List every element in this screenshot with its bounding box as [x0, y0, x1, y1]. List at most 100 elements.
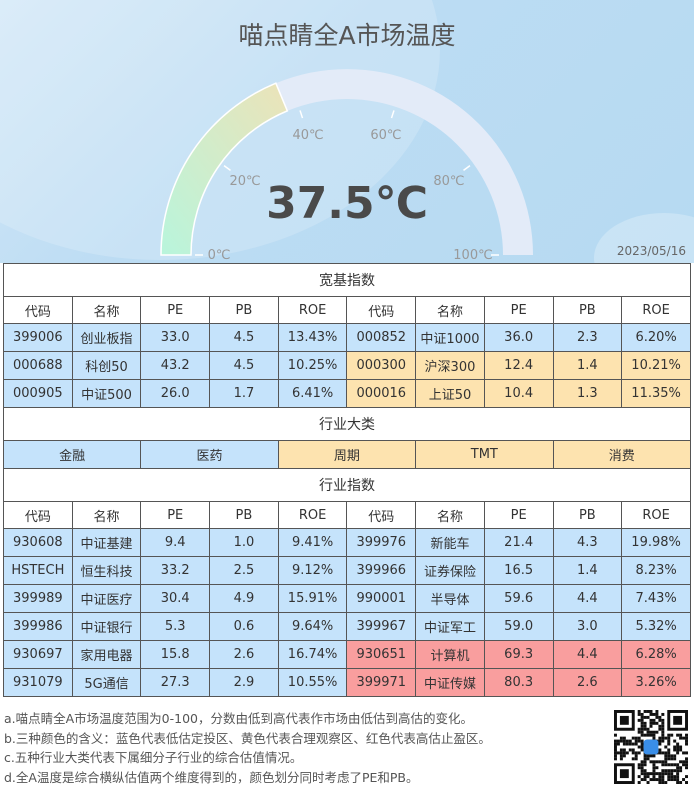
cell: 399989 — [3, 584, 73, 613]
table-row: 000905 中证500 26.0 1.7 6.41% 000016 上证50 10.4 1.3… — [3, 379, 691, 408]
column-header: 代码 — [346, 501, 417, 529]
table-row: 930697 家用电器 15.8 2.6 16.74% 930651 计算机 69.3 4.4 6… — [3, 640, 691, 669]
note-c: c.五种行业大类代表下属细分子行业的综合估值情况。 — [4, 750, 303, 765]
cell: 399986 — [3, 612, 73, 641]
cell: 1.4 — [552, 556, 623, 585]
sector-cell: 周期 — [277, 440, 417, 469]
cell: 4.5 — [209, 351, 279, 380]
cell: 证券保险 — [415, 556, 485, 585]
cell: 930697 — [3, 640, 73, 669]
cell: 5.3 — [140, 612, 211, 641]
cell: 10.55% — [277, 668, 348, 697]
cell: 1.0 — [209, 528, 279, 557]
cell: 创业板指 — [71, 323, 142, 352]
cell: 恒生科技 — [71, 556, 142, 585]
temperature-header: 0℃ 20℃ 40℃ 60℃ 80℃ 100℃ 喵点睛全A市场温度 37.5℃ 2023/… — [0, 0, 694, 263]
column-header: 代码 — [3, 296, 73, 324]
column-header: ROE — [621, 501, 691, 529]
sector-cell: 消费 — [552, 440, 691, 469]
column-header: 代码 — [3, 501, 73, 529]
gauge-tick — [390, 110, 395, 119]
cell: 931079 — [3, 668, 73, 697]
cell: 0.6 — [209, 612, 279, 641]
gauge-tick-label: 100℃ — [453, 248, 492, 263]
cell: 6.41% — [277, 379, 348, 408]
gauge-tick-label: 80℃ — [433, 174, 464, 189]
cell: 19.98% — [621, 528, 691, 557]
table-row: 930608 中证基建 9.4 1.0 9.41% 399976 新能车 21.4 4.3 19.… — [3, 528, 691, 557]
industry-index-title: 行业指数 — [3, 468, 691, 502]
cell: 16.74% — [277, 640, 348, 669]
cell: 6.20% — [621, 323, 691, 352]
cell: 10.25% — [277, 351, 348, 380]
section-title-row: 宽基指数 — [3, 263, 691, 297]
cell: 399976 — [346, 528, 417, 557]
cell: 36.0 — [483, 323, 554, 352]
column-header: PB — [552, 501, 623, 529]
cell: 5G通信 — [71, 668, 142, 697]
cell: 2.6 — [552, 668, 623, 697]
cell: 11.35% — [621, 379, 691, 408]
table-row: 399986 中证银行 5.3 0.6 9.64% 399967 中证军工 59.0 3.0 5.… — [3, 612, 691, 641]
column-header: PE — [140, 296, 211, 324]
sector-title: 行业大类 — [3, 407, 691, 441]
cell: 沪深300 — [415, 351, 485, 380]
cell: 5.32% — [621, 612, 691, 641]
gauge-tick — [299, 110, 304, 119]
cell: 80.3 — [483, 668, 554, 697]
column-header: PB — [209, 501, 279, 529]
temperature-gauge: 0℃ 20℃ 40℃ 60℃ 80℃ 100℃ — [160, 69, 533, 263]
cell: 12.4 — [483, 351, 554, 380]
cell: 9.64% — [277, 612, 348, 641]
column-header: PE — [140, 501, 211, 529]
cell: 3.0 — [552, 612, 623, 641]
sector-cell: 医药 — [140, 440, 279, 469]
table-row: 399006 创业板指 33.0 4.5 13.43% 000852 中证1000 36.0 2… — [3, 323, 691, 352]
cell: 33.0 — [140, 323, 211, 352]
cell: 000852 — [346, 323, 417, 352]
cell: 27.3 — [140, 668, 211, 697]
column-header: 名称 — [71, 501, 142, 529]
cell: 10.4 — [483, 379, 554, 408]
cell: 000905 — [3, 379, 73, 408]
sector-row: 金融 医药 周期 TMT 消费 — [2, 440, 691, 469]
cell: 9.41% — [277, 528, 348, 557]
cell: 中证军工 — [415, 612, 485, 641]
sector-cell: 金融 — [2, 440, 142, 469]
cell: HSTECH — [3, 556, 73, 585]
note-b: b.三种颜色的含义：蓝色代表低估定投区、黄色代表合理观察区、红色代表高估止盈区。 — [4, 730, 491, 746]
cell: 10.21% — [621, 351, 691, 380]
notes: a.喵点睛全A市场温度范围为0-100，分数由低到高代表作市场由低估到高估的变化… — [4, 709, 491, 787]
cell: 990001 — [346, 584, 417, 613]
column-header: 名称 — [415, 296, 485, 324]
cell: 399967 — [346, 612, 417, 641]
cell: 15.91% — [277, 584, 348, 613]
column-header: 代码 — [346, 296, 417, 324]
note-d: d.全A温度是综合横纵估值两个维度得到的，颜色划分同时考虑了PE和PB。 — [4, 769, 419, 785]
cell: 26.0 — [140, 379, 211, 408]
cell: 中证医疗 — [71, 584, 142, 613]
cell: 4.9 — [209, 584, 279, 613]
broad-index-title: 宽基指数 — [3, 263, 691, 297]
cell: 新能车 — [415, 528, 485, 557]
page-title: 喵点睛全A市场温度 — [238, 21, 456, 50]
date-label: 2023/05/16 — [616, 244, 686, 258]
gauge-tick-label: 40℃ — [292, 128, 323, 143]
section-title-row: 行业指数 — [3, 468, 691, 502]
cell: 科创50 — [71, 351, 142, 380]
header-row: 代码 名称 PE PB ROE 代码 名称 PE PB ROE — [3, 501, 691, 529]
column-header: 名称 — [71, 296, 142, 324]
table-row: 399989 中证医疗 30.4 4.9 15.91% 990001 半导体 59.6 4.4 7… — [3, 584, 691, 613]
cell: 2.5 — [209, 556, 279, 585]
cell: 59.6 — [483, 584, 554, 613]
cell: 上证50 — [415, 379, 485, 408]
cell: 59.0 — [483, 612, 554, 641]
column-header: ROE — [277, 501, 348, 529]
cell: 中证银行 — [71, 612, 142, 641]
table-row: 000688 科创50 43.2 4.5 10.25% 000300 沪深300 12.4 1.… — [3, 351, 691, 380]
column-header: ROE — [621, 296, 691, 324]
column-header: PE — [483, 501, 554, 529]
temperature-value: 37.5℃ — [266, 178, 428, 229]
cell: 半导体 — [415, 584, 485, 613]
cell: 9.4 — [140, 528, 211, 557]
